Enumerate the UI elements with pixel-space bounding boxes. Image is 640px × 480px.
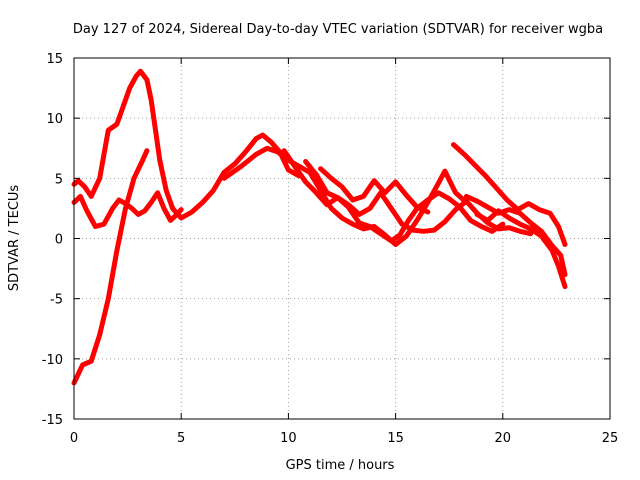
x-axis-label: GPS time / hours — [286, 458, 395, 473]
x-tick-label: 10 — [280, 431, 297, 446]
y-tick-label: -5 — [50, 293, 63, 308]
satellite-track-8-line — [451, 142, 568, 247]
x-tick-label: 20 — [495, 431, 512, 446]
x-tick-label: 0 — [70, 431, 78, 446]
y-axis-label: SDTVAR / TECUs — [7, 185, 22, 292]
satellite-track-5-line — [281, 148, 506, 244]
satellite-track-6-line — [303, 159, 534, 237]
data-series-group — [71, 68, 568, 386]
x-tick-label: 15 — [387, 431, 404, 446]
y-tick-label: -15 — [42, 413, 63, 428]
satellite-track-9-line — [474, 208, 568, 290]
satellite-track-2-line — [71, 190, 184, 229]
y-tick-label: 10 — [46, 112, 63, 127]
chart-title: Day 127 of 2024, Sidereal Day-to-day VTE… — [73, 22, 603, 37]
axis-ticks: 0 5 10 15 20 25 -15 -10 -5 0 5 10 15 — [42, 52, 619, 446]
satellite-track-1-line — [71, 68, 302, 221]
y-tick-label: 15 — [46, 52, 63, 67]
x-tick-label: 5 — [177, 431, 185, 446]
satellite-track-3-line — [71, 148, 150, 386]
y-tick-label: 5 — [55, 172, 63, 187]
satellite-track-10-line — [463, 193, 568, 278]
y-tick-label: 0 — [55, 233, 63, 248]
x-tick-label: 25 — [602, 431, 619, 446]
satellite-track-7-line — [318, 166, 431, 215]
y-tick-label: -10 — [42, 353, 63, 368]
